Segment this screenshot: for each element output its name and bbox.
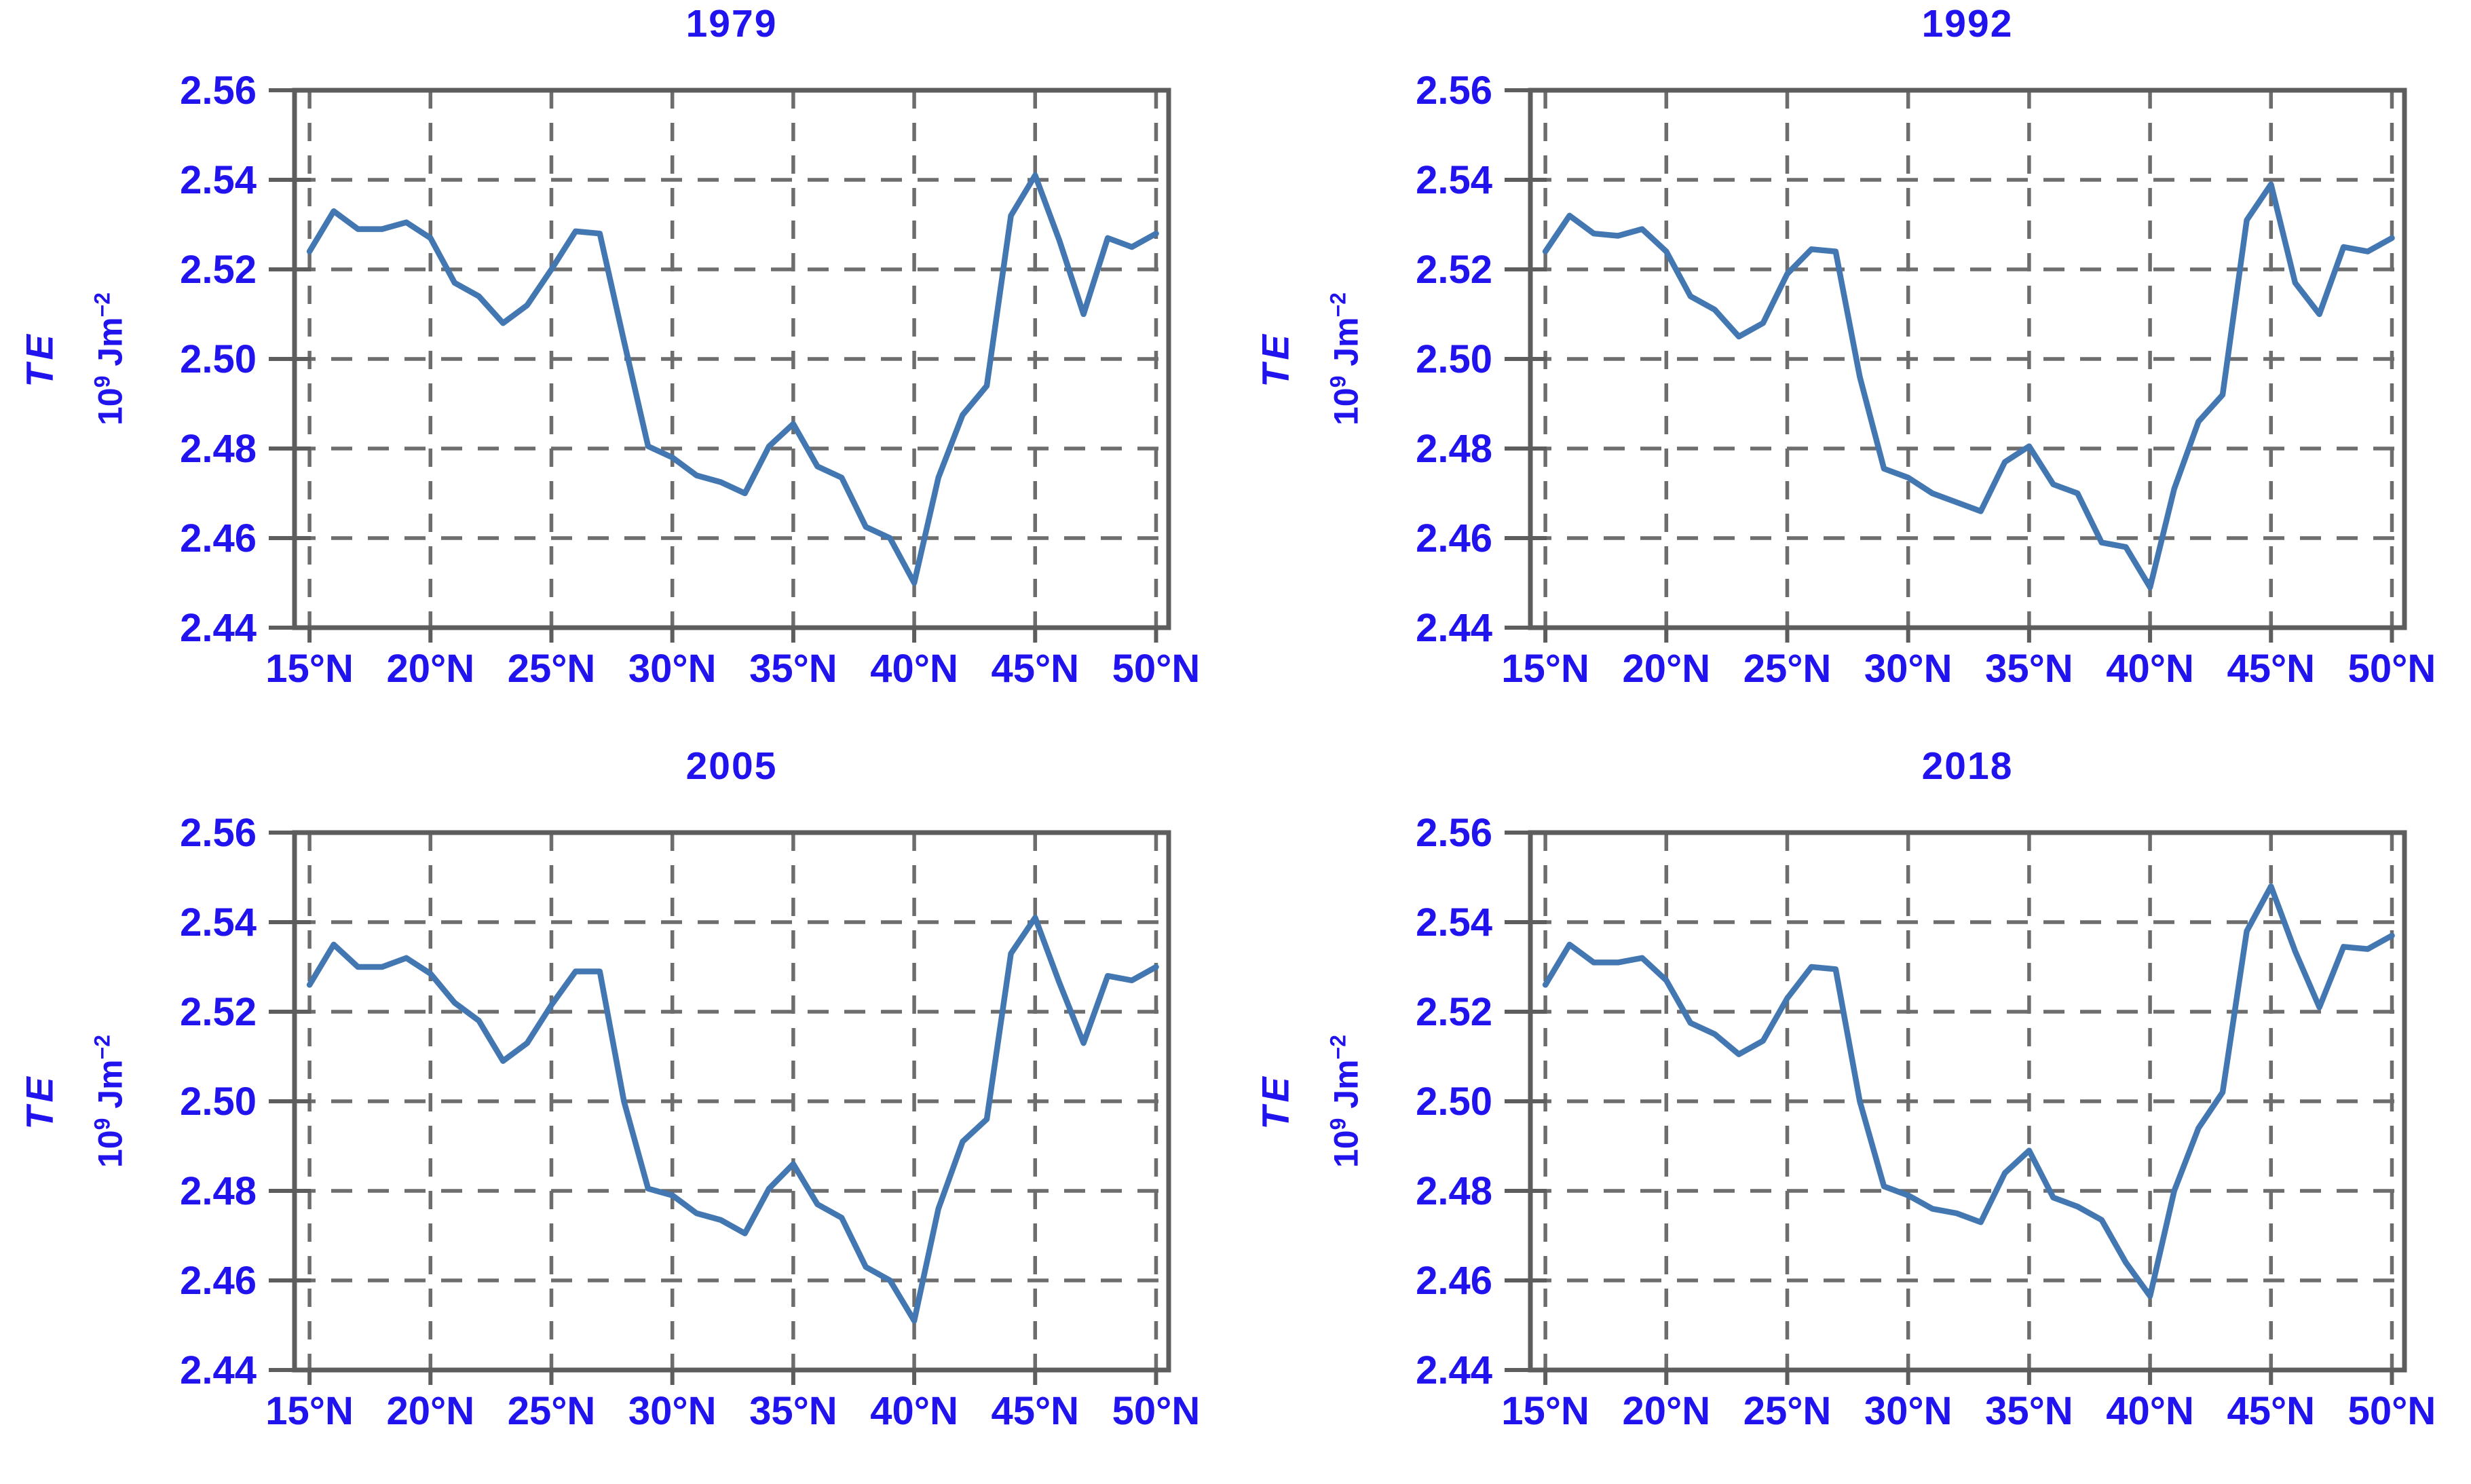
chart-panel-2005: 2005 TE 109 Jm−2 2.56 2.54 2.52 2.50 2.48 2.4… bbox=[0, 742, 1235, 1484]
chart-panel-1992: 1992 TE 109 Jm−2 2.56 2.54 2.52 2.50 2.48 2.4… bbox=[1236, 0, 2471, 742]
x-tick-label: 35°N bbox=[749, 647, 837, 691]
x-tick-label: 35°N bbox=[1985, 1389, 2073, 1433]
y-tick-label: 2.48 bbox=[1416, 427, 1492, 471]
x-tick-label: 30°N bbox=[628, 647, 717, 691]
y-tick-label: 2.56 bbox=[180, 69, 257, 113]
y-tick-label: 2.48 bbox=[180, 427, 257, 471]
x-tick-label: 25°N bbox=[1743, 1389, 1832, 1433]
y-tick-label: 2.52 bbox=[180, 990, 257, 1034]
chart-title: 1979 bbox=[685, 2, 778, 45]
chart-title: 2018 bbox=[1921, 744, 2014, 788]
x-tick-label: 35°N bbox=[749, 1389, 837, 1433]
x-tick-label: 15°N bbox=[265, 1389, 354, 1433]
chart-title: 1992 bbox=[1921, 2, 2014, 45]
te-series-line bbox=[306, 915, 1159, 1324]
y-tick-label: 2.44 bbox=[180, 1348, 257, 1392]
te-series-line bbox=[1542, 181, 2395, 590]
x-tick-label: 30°N bbox=[628, 1389, 717, 1433]
x-tick-label: 45°N bbox=[991, 647, 1079, 691]
x-tick-label: 50°N bbox=[1112, 647, 1201, 691]
x-tick-label: 15°N bbox=[265, 647, 354, 691]
x-tick-label: 50°N bbox=[1112, 1389, 1201, 1433]
y-tick-label: 2.52 bbox=[180, 248, 257, 292]
y-tick-label: 2.52 bbox=[1416, 990, 1492, 1034]
x-tick-label: 20°N bbox=[386, 1389, 474, 1433]
y-tick-label: 2.46 bbox=[1416, 1259, 1492, 1303]
chart-panel-2018: 2018 TE 109 Jm−2 2.56 2.54 2.52 2.50 2.48 2.4… bbox=[1236, 742, 2471, 1484]
x-tick-label: 45°N bbox=[991, 1389, 1079, 1433]
x-tick-label: 40°N bbox=[2106, 1389, 2194, 1433]
chart-title: 2005 bbox=[685, 744, 778, 788]
y-tick-label: 2.56 bbox=[1416, 69, 1492, 113]
y-tick-label: 2.46 bbox=[1416, 516, 1492, 560]
te-series-line bbox=[306, 172, 1159, 586]
y-tick-label: 2.48 bbox=[1416, 1169, 1492, 1213]
y-tick-label: 2.52 bbox=[1416, 248, 1492, 292]
x-tick-label: 40°N bbox=[2106, 647, 2194, 691]
x-tick-label: 30°N bbox=[1864, 1389, 1953, 1433]
x-tick-label: 35°N bbox=[1985, 647, 2073, 691]
x-tick-label: 45°N bbox=[2227, 1389, 2315, 1433]
y-tick-label: 2.44 bbox=[180, 606, 257, 650]
x-tick-label: 25°N bbox=[1743, 647, 1832, 691]
x-tick-label: 15°N bbox=[1501, 647, 1589, 691]
te-series-line bbox=[1542, 883, 2395, 1299]
x-tick-label: 20°N bbox=[386, 647, 474, 691]
y-tick-label: 2.50 bbox=[180, 337, 257, 381]
y-tick-label: 2.56 bbox=[1416, 811, 1492, 855]
y-tick-label: 2.46 bbox=[180, 516, 257, 560]
y-tick-label: 2.50 bbox=[180, 1080, 257, 1124]
y-tick-label: 2.50 bbox=[1416, 337, 1492, 381]
x-tick-label: 40°N bbox=[870, 1389, 958, 1433]
y-tick-label: 2.54 bbox=[180, 900, 257, 945]
y-tick-label: 2.54 bbox=[1416, 158, 1492, 202]
y-tick-label: 2.44 bbox=[1416, 1348, 1492, 1392]
x-tick-label: 30°N bbox=[1864, 647, 1953, 691]
x-tick-label: 45°N bbox=[2227, 647, 2315, 691]
y-tick-label: 2.50 bbox=[1416, 1080, 1492, 1124]
x-tick-label: 25°N bbox=[508, 647, 596, 691]
y-tick-label: 2.56 bbox=[180, 811, 257, 855]
x-tick-label: 50°N bbox=[2348, 1389, 2436, 1433]
x-tick-label: 15°N bbox=[1501, 1389, 1589, 1433]
y-tick-label: 2.54 bbox=[1416, 900, 1492, 945]
x-tick-label: 40°N bbox=[870, 647, 958, 691]
chart-panel-1979: 1979 TE 109 Jm−2 2.56 2.54 2.52 2.50 2.48 2.4… bbox=[0, 0, 1235, 742]
x-tick-label: 25°N bbox=[508, 1389, 596, 1433]
y-tick-label: 2.46 bbox=[180, 1259, 257, 1303]
x-tick-label: 20°N bbox=[1622, 1389, 1710, 1433]
x-tick-label: 50°N bbox=[2348, 647, 2436, 691]
x-tick-label: 20°N bbox=[1622, 647, 1710, 691]
y-tick-label: 2.48 bbox=[180, 1169, 257, 1213]
y-tick-label: 2.44 bbox=[1416, 606, 1492, 650]
y-tick-label: 2.54 bbox=[180, 158, 257, 202]
